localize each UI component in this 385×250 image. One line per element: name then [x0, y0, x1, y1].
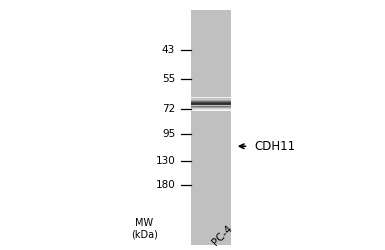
Bar [191, 10, 231, 245]
Text: 55: 55 [162, 74, 175, 84]
Bar [191, 103, 231, 104]
Text: 95: 95 [162, 129, 175, 139]
Bar [191, 100, 231, 101]
Bar [191, 107, 231, 108]
Bar [191, 99, 231, 100]
Text: 130: 130 [156, 156, 175, 166]
Bar [191, 97, 231, 98]
Bar [191, 104, 231, 105]
Text: 180: 180 [156, 180, 175, 190]
Bar [191, 109, 231, 110]
Text: 43: 43 [162, 45, 175, 55]
Bar [191, 108, 231, 109]
Bar [191, 110, 231, 111]
Text: CDH11: CDH11 [254, 140, 295, 153]
Text: 72: 72 [162, 104, 175, 114]
Bar [191, 105, 231, 106]
Text: MW
(kDa): MW (kDa) [131, 218, 158, 239]
Bar [191, 102, 231, 103]
Bar [191, 101, 231, 102]
Bar [191, 98, 231, 99]
Text: PC-4: PC-4 [211, 224, 234, 248]
Bar [191, 106, 231, 107]
